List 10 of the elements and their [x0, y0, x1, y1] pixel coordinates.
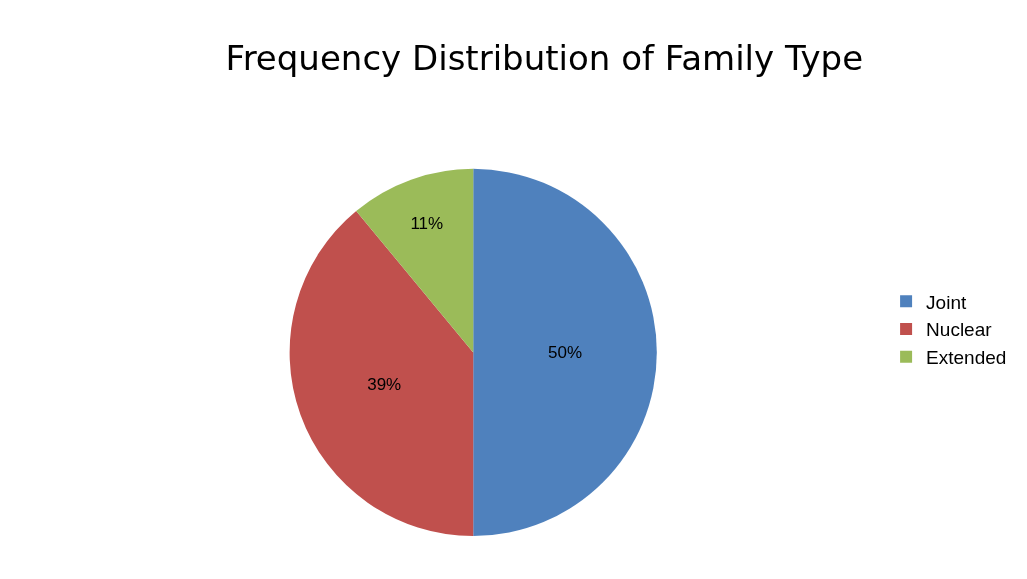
legend-label: Extended	[926, 347, 1007, 369]
data-label: 11%	[410, 213, 444, 233]
legend-label: Joint	[926, 291, 967, 313]
data-label: 50%	[548, 342, 583, 362]
legend-label: Nuclear	[926, 319, 993, 341]
data-label: 39%	[367, 374, 402, 394]
pie-slice	[289, 210, 474, 537]
pie-slice	[473, 168, 657, 537]
chart-title: Frequency Distribution of Family Type	[225, 37, 864, 78]
pie-slice	[356, 168, 474, 353]
